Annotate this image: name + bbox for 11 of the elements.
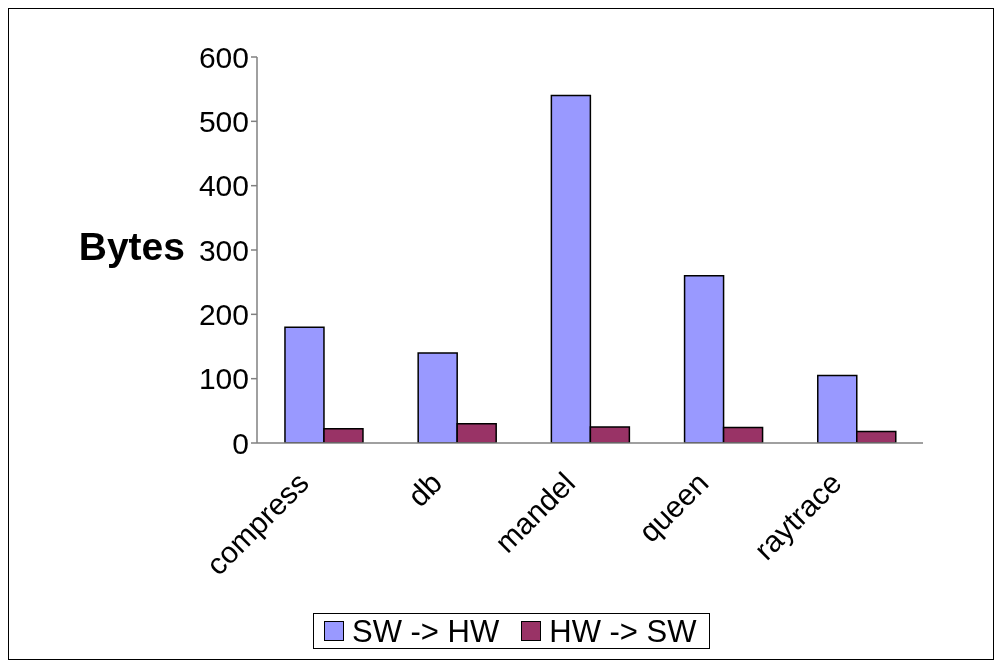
x-tick-label: db: [401, 465, 449, 513]
y-axis-title: Bytes: [78, 225, 185, 269]
y-tick-label: 500: [198, 104, 249, 138]
y-tick-label: 300: [198, 233, 249, 267]
y-tick-label: 100: [198, 362, 249, 396]
legend-label: HW -> SW: [549, 613, 697, 649]
y-tick-label: 600: [198, 40, 249, 74]
y-tick-label: 0: [232, 426, 249, 460]
y-tick-label: 200: [198, 297, 249, 331]
legend-label: SW -> HW: [352, 613, 500, 649]
y-tick-label: 400: [198, 169, 249, 203]
